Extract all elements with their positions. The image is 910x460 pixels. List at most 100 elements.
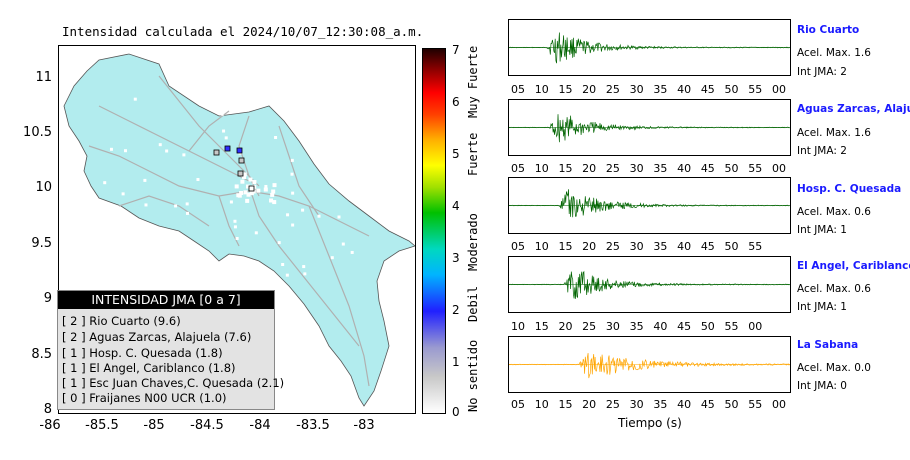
town-marker [261,279,265,283]
town-marker [309,125,313,129]
station-marker-rio-cuarto [236,147,243,154]
station-name: Rio Cuarto [797,24,860,36]
town-marker [158,143,162,147]
town-marker [133,251,137,255]
station-jma: Int JMA: 2 [797,145,847,157]
station-name: La Sabana [797,339,859,351]
station-jma: Int JMA: 1 [797,301,847,313]
time-tick-label: 00 [772,162,786,175]
waveform-trace [508,189,790,218]
time-tick-label: 00 [772,398,786,411]
cbar-label-debil: Debil [466,285,480,322]
time-tick-label: 05 [511,398,525,411]
town-marker [252,180,257,185]
cbar-tick-0: 0 [452,405,460,419]
time-tick-label: 45 [677,320,692,333]
costa-rica-map-svg [63,53,415,407]
town-marker [277,241,281,245]
cbar-label-moderado: Moderado [466,213,480,271]
time-tick-label: 00 [772,83,786,96]
y-tick-9-5: 9.5 [31,236,52,251]
time-tick-label: 55 [748,83,763,96]
cbar-label-fuerte: Fuerte [466,132,480,176]
town-markers [103,91,376,283]
station-marker-aguas-zarcas [224,145,231,152]
time-axis-title: Tiempo (s) [618,416,682,430]
town-marker [196,178,200,182]
time-tick-label: 45 [700,398,715,411]
town-marker [143,178,147,182]
cbar-label-no-sentido: No sentido [466,339,480,412]
cbar-tick-2: 2 [452,303,460,317]
intensity-colorbar [422,48,446,414]
town-marker [109,147,113,151]
legend-item: [ 2 ] Aguas Zarcas, Alajuela (7.6) [62,330,252,344]
town-marker [243,190,248,195]
town-marker [272,183,277,188]
town-marker [290,158,294,162]
town-marker [235,236,239,240]
station-accel: Acel. Max. 0.0 [797,362,871,374]
time-tick-label: 40 [677,83,692,96]
town-marker [121,192,125,196]
waveform-trace [508,353,790,379]
town-marker [165,149,169,153]
waveform-time-ticks: 05 10 15 20 25 30 35 40 45 50 55 00 [508,398,789,412]
time-tick-label: 40 [677,162,692,175]
time-tick-label: 55 [724,320,739,333]
station-marker-fraijanes [248,185,255,192]
time-tick-label: 45 [700,162,715,175]
time-tick-label: 40 [677,398,692,411]
town-marker [254,231,258,235]
x-tick-83-5: -83.5 [296,418,330,433]
time-tick-label: 55 [748,240,763,253]
town-marker [274,136,278,140]
time-tick-label: 15 [558,240,573,253]
time-tick-label: 20 [582,83,597,96]
waveform-panel [508,256,791,313]
station-marker-cariblanco [238,157,245,164]
station-name: Hosp. C. Quesada [797,183,902,195]
time-tick-label: 20 [558,320,573,333]
town-marker [291,223,295,227]
town-marker [271,189,276,194]
waveform-trace [508,270,790,299]
time-tick-label: 55 [748,162,763,175]
town-marker [330,256,334,260]
map-title: Intensidad calculada el 2024/10/07_12:30… [62,24,424,39]
time-tick-label: 30 [629,83,644,96]
station-accel: Acel. Max. 1.6 [797,47,871,59]
waveform-panel [508,336,791,393]
town-marker [347,172,351,176]
legend-title: INTENSIDAD JMA [0 a 7] [58,291,274,309]
town-marker [241,175,246,180]
time-tick-label: 45 [700,83,715,96]
station-accel: Acel. Max. 1.6 [797,127,871,139]
town-marker [251,189,256,194]
station-accel: Acel. Max. 0.6 [797,283,871,295]
town-marker [245,184,250,189]
town-marker [222,129,226,133]
time-tick-label: 25 [605,162,620,175]
time-tick-label: 15 [558,398,573,411]
town-marker [301,208,305,212]
time-tick-label: 30 [629,162,644,175]
time-tick-label: 15 [534,320,549,333]
station-name: Aguas Zarcas, Alajuela [797,103,910,115]
x-tick-84-5: -84.5 [190,418,224,433]
town-marker [133,97,137,101]
town-marker [286,213,290,217]
town-marker [115,205,119,209]
time-tick-label: 15 [558,162,573,175]
x-tick-86: -86 [39,418,61,433]
town-marker [269,198,274,203]
time-tick-label: 40 [653,320,668,333]
waveform-time-ticks: 05 10 15 20 25 30 35 40 45 50 55 [508,240,789,254]
time-tick-label: 10 [534,162,549,175]
town-marker [185,211,189,215]
cbar-tick-3: 3 [452,251,460,265]
legend-item: [ 1 ] Esc Juan Chaves,C. Quesada (2.1) [62,376,285,390]
time-tick-label: 50 [700,320,715,333]
time-tick-label: 10 [534,83,549,96]
town-marker [224,136,228,140]
